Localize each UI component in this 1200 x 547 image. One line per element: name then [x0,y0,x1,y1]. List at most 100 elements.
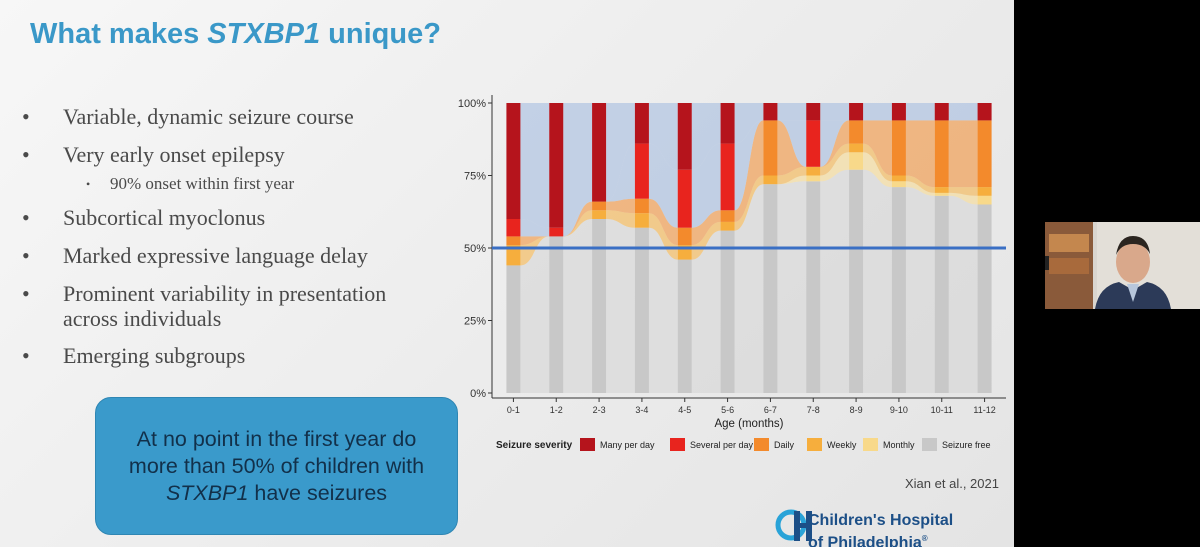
x-tick-label: 11-12 [973,405,995,415]
bar-segment [592,210,607,219]
bar-segment [806,166,821,176]
flow-band [606,198,635,214]
bar-segment [677,103,692,170]
flow-band [734,120,764,222]
bar-segment [549,227,564,237]
slide-title: What makes STXBP1 unique? [30,18,441,50]
y-tick-label: 0% [470,388,486,400]
bar-segment [806,120,821,167]
flow-band [820,152,850,182]
bar-segment [677,259,692,393]
bar-segment [849,152,864,170]
flow-band [948,187,978,196]
flow-band [563,103,593,228]
x-tick-label: 0-1 [507,405,520,415]
legend-title: Seizure severity [496,440,573,451]
flow-band [863,103,892,121]
bar-segment [934,120,949,188]
flow-band [863,120,892,176]
bar-segment [634,103,649,144]
bar-segment [806,175,821,182]
bar-segment [891,187,906,393]
flow-band [734,175,764,231]
flow-band [777,120,807,176]
x-axis-label: Age (months) [714,418,783,430]
bar-segment [891,103,906,121]
flow-band [691,221,721,260]
flow-band [863,169,892,393]
bar-segment [977,120,992,188]
flow-band [520,236,550,393]
logo-text: Children's Hospital of Philadelphia® [808,512,954,547]
bar-segment [763,175,778,185]
legend-swatch [807,438,822,451]
bar-segment [549,103,564,228]
flow-band [691,210,721,246]
legend-swatch [922,438,937,451]
legend-label: Monthly [883,440,915,450]
seizure-severity-chart: 0% 25% 50% 75% 100% 0-1 1-2 2-3 3-4 4-5 5-6 6-7 7-8 8… [458,95,1006,451]
flow-band [777,181,807,393]
bar-segment [849,169,864,393]
x-tick-label: 3-4 [635,405,648,415]
bar-segment [763,103,778,121]
flow-band [905,181,935,196]
flow-band [691,103,721,170]
legend-label: Seizure free [942,440,991,450]
flow-band [905,175,935,193]
callout-line: have seizures [248,480,388,505]
flow-band [948,195,978,393]
legend-label: Daily [774,440,795,450]
bar-segment [891,181,906,188]
callout-line: At no point in the first year do [136,426,417,451]
bar-segment [720,103,735,144]
y-tick-label: 25% [464,316,486,328]
flow-band [520,219,550,237]
flow-band [606,219,635,393]
flow-band [905,103,935,121]
bar-segment [934,195,949,393]
bar-segment [977,195,992,205]
bar-segment [506,245,521,266]
bar-segment [934,192,949,196]
bar-segment [934,187,949,193]
flow-band [648,143,678,228]
flow-band [648,198,678,246]
flow-band [820,120,850,167]
bar-segment [763,184,778,393]
bar-segment [506,219,521,237]
bar-segment [720,143,735,211]
bar-segment [549,236,564,393]
flow-band [905,120,935,188]
bar-segment [934,103,949,121]
flow-band [648,103,678,170]
bar-segment [634,227,649,393]
flow-band [820,169,850,393]
flow-band [905,187,935,393]
flow-band [948,192,978,205]
legend-label: Many per day [600,440,655,450]
callout-box: At no point in the first year do more th… [95,397,458,535]
x-tick-label: 1-2 [550,405,563,415]
bar-segment [634,143,649,199]
bar-segment [849,143,864,153]
legend-swatch [670,438,685,451]
presenter-video-icon[interactable] [1045,222,1200,309]
flow-band [734,120,764,211]
flow-band [691,230,721,393]
bar-segment [720,210,735,222]
x-tick-label: 10-11 [931,405,953,415]
flow-band [563,219,593,393]
flow-band [520,103,550,228]
flow-band [948,103,978,121]
x-tick-label: 5-6 [721,405,734,415]
flow-band [734,103,764,144]
y-tick-label: 100% [458,98,486,110]
flow-band [606,103,635,202]
bar-segment [720,221,735,231]
flow-band [863,152,892,188]
bar-segment [634,213,649,228]
x-tick-label: 8-9 [850,405,863,415]
bar-segment [592,103,607,202]
slide: What makes STXBP1 unique? • Variable, dyn… [0,0,1014,547]
